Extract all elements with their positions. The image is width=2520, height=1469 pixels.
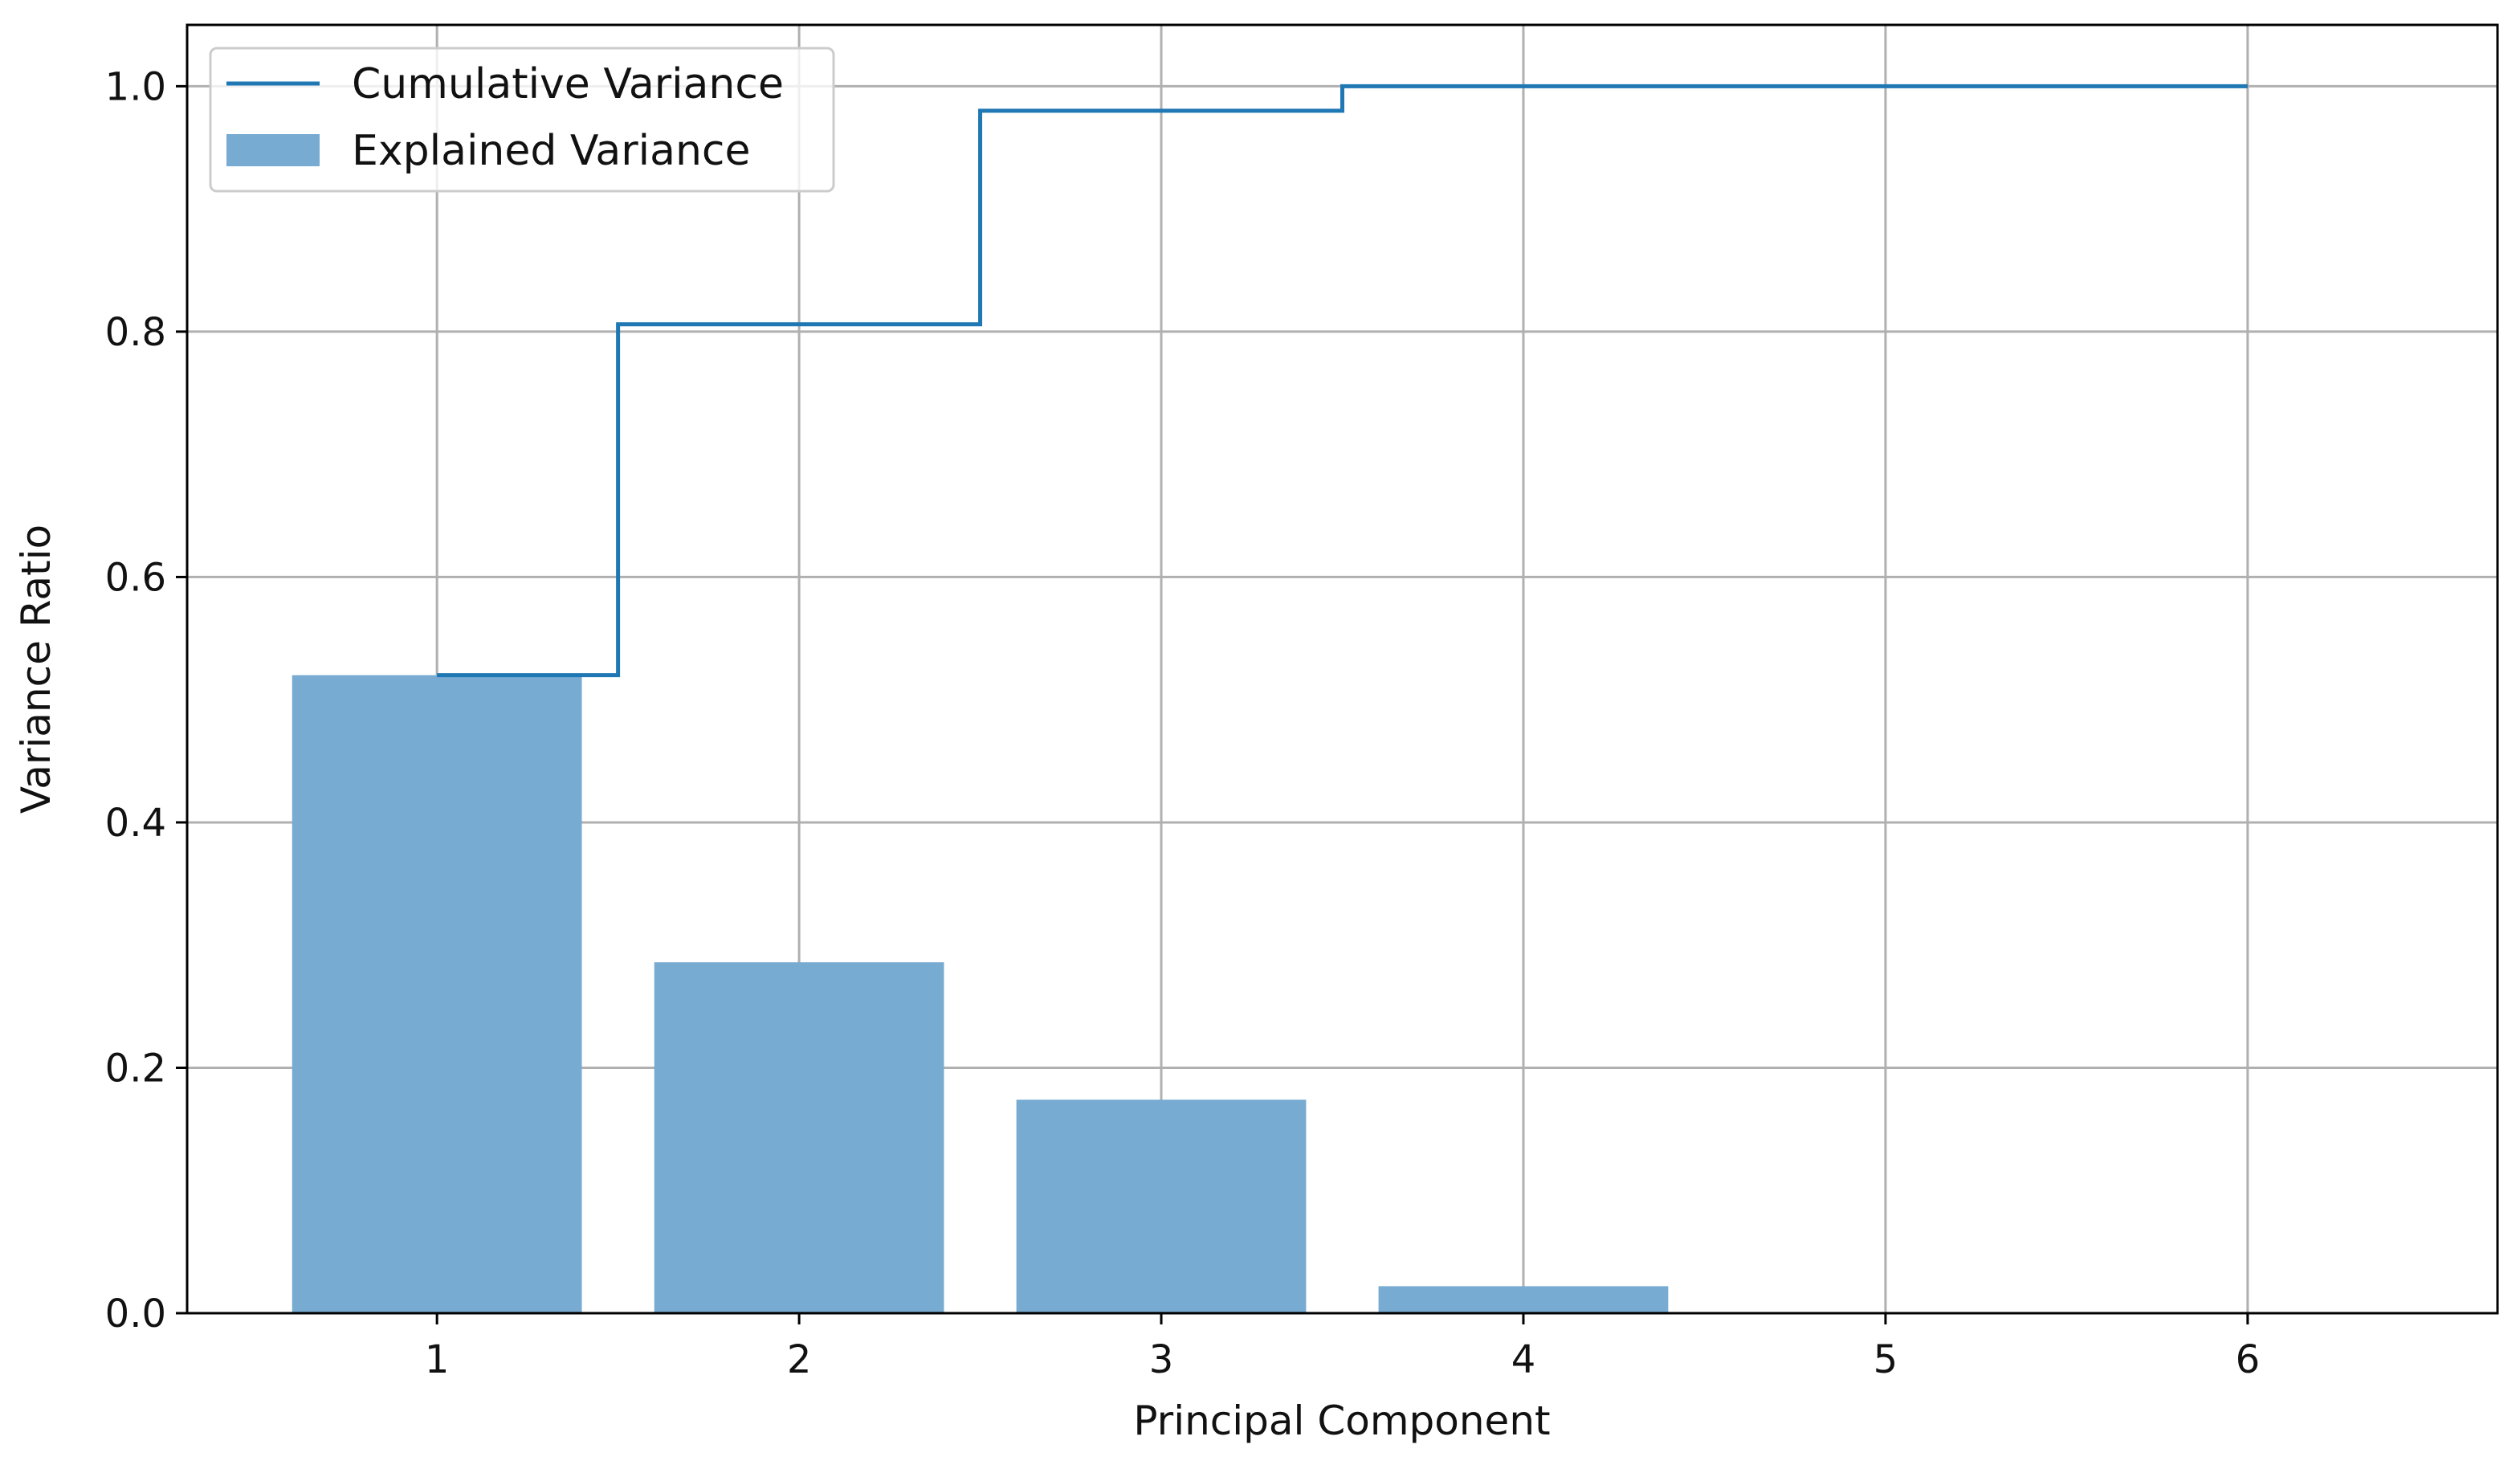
legend: Cumulative Variance Explained Variance — [209, 47, 835, 193]
x-tick-label: 1 — [425, 1337, 450, 1382]
y-tick-label: 0.6 — [105, 555, 166, 600]
y-tick-label: 0.8 — [105, 310, 166, 355]
legend-box — [209, 47, 835, 193]
bar-explained-pc4 — [1378, 1286, 1669, 1313]
explained-variance-bars — [292, 675, 1669, 1313]
bar-explained-pc1 — [292, 675, 582, 1313]
bar-explained-pc2 — [654, 962, 944, 1313]
x-tick-label: 5 — [1874, 1337, 1898, 1382]
bar-explained-pc3 — [1016, 1100, 1307, 1313]
y-tick-label: 0.0 — [105, 1291, 166, 1336]
x-tick-label: 3 — [1149, 1337, 1174, 1382]
y-tick-label: 0.4 — [105, 801, 166, 846]
x-tick-label: 6 — [2236, 1337, 2261, 1382]
plot-frame — [186, 23, 2499, 1315]
axis-ticks: 1 2 3 4 5 6 0.0 0.2 0.4 0.6 0.8 1.0 — [105, 64, 2260, 1382]
legend-label-explained: Explained Variance — [352, 127, 751, 175]
cumulative-variance-line — [437, 84, 2248, 678]
y-tick-label: 0.2 — [105, 1046, 166, 1091]
x-axis-label: Principal Component — [1133, 1398, 1550, 1444]
legend-swatch-explained — [226, 134, 320, 166]
y-axis-label: Variance Ratio — [13, 524, 59, 814]
x-tick-label: 4 — [1511, 1337, 1536, 1382]
legend-label-cumulative: Cumulative Variance — [352, 60, 784, 108]
cumulative-variance-layer — [437, 84, 2248, 678]
x-tick-label: 2 — [787, 1337, 812, 1382]
y-tick-label: 1.0 — [105, 64, 166, 109]
